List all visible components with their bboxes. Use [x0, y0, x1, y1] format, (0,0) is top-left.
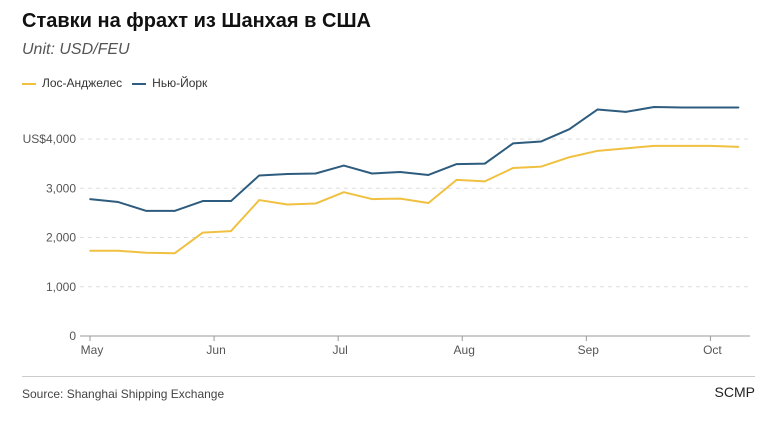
legend-item-ny: Нью-Йорк — [132, 76, 207, 90]
data-point — [145, 210, 148, 212]
data-point — [258, 199, 261, 201]
data-point — [399, 171, 402, 173]
data-point — [117, 201, 119, 203]
data-point — [653, 145, 655, 147]
data-point — [596, 108, 599, 111]
legend-item-la: Лос-Анджелес — [22, 76, 122, 90]
data-point — [596, 150, 599, 152]
data-point — [230, 200, 232, 202]
x-tick-label: Aug — [454, 343, 475, 357]
legend: Лос-Анджелес Нью-Йорк — [22, 76, 207, 90]
data-point — [399, 197, 402, 200]
y-tick-label: 2,000 — [46, 231, 76, 245]
x-tick-label: May — [81, 343, 104, 357]
x-tick-label: Oct — [703, 343, 722, 357]
series-line-ny — [89, 105, 739, 212]
series-line-la — [90, 144, 739, 255]
data-point — [568, 128, 571, 130]
data-point — [286, 173, 289, 175]
y-tick-label: 0 — [69, 329, 76, 343]
legend-label: Лос-Анджелес — [42, 76, 123, 90]
data-point — [484, 180, 486, 183]
chart-title: Ставки на фрахт из Шанхая в США — [22, 10, 371, 32]
legend-label: Нью-Йорк — [152, 76, 208, 90]
y-tick-label: US$4,000 — [23, 132, 77, 146]
data-point — [230, 230, 232, 232]
data-point — [89, 198, 91, 200]
x-tick-label: Jul — [332, 343, 347, 357]
data-point — [314, 172, 317, 175]
data-point — [343, 191, 345, 193]
data-point — [653, 106, 655, 108]
data-point — [737, 146, 740, 148]
footer-divider — [22, 376, 755, 377]
data-point — [145, 251, 148, 254]
data-point — [427, 174, 430, 176]
data-point — [512, 167, 514, 169]
data-point — [258, 174, 261, 177]
data-point — [568, 156, 571, 159]
source-note: Source: Shanghai Shipping Exchange — [22, 387, 225, 401]
data-point — [709, 106, 712, 109]
data-point — [540, 165, 542, 168]
data-point — [625, 147, 627, 150]
y-tick-label: 3,000 — [46, 181, 76, 195]
data-point — [89, 249, 91, 252]
data-point — [455, 179, 458, 181]
data-point — [455, 163, 458, 165]
data-point — [117, 249, 119, 252]
chart-subtitle: Unit: USD/FEU — [22, 41, 130, 58]
data-point — [202, 200, 204, 202]
data-point — [427, 202, 430, 204]
data-point — [202, 231, 204, 234]
data-point — [709, 145, 712, 147]
data-point — [371, 172, 373, 175]
data-point — [737, 106, 740, 109]
x-tick-label: Sep — [578, 343, 600, 357]
data-point — [286, 203, 289, 206]
data-point — [681, 145, 683, 147]
data-point — [371, 198, 373, 200]
data-point — [173, 252, 176, 255]
data-point — [314, 202, 317, 205]
data-point — [681, 106, 683, 109]
x-tick-label: Jun — [206, 343, 225, 357]
data-point — [625, 111, 627, 113]
data-point — [343, 164, 345, 167]
brand-logo: SCMP — [714, 384, 755, 400]
data-point — [484, 162, 486, 165]
data-point — [173, 210, 176, 212]
data-point — [540, 140, 542, 143]
data-point — [512, 142, 514, 145]
y-tick-label: 1,000 — [46, 280, 76, 294]
